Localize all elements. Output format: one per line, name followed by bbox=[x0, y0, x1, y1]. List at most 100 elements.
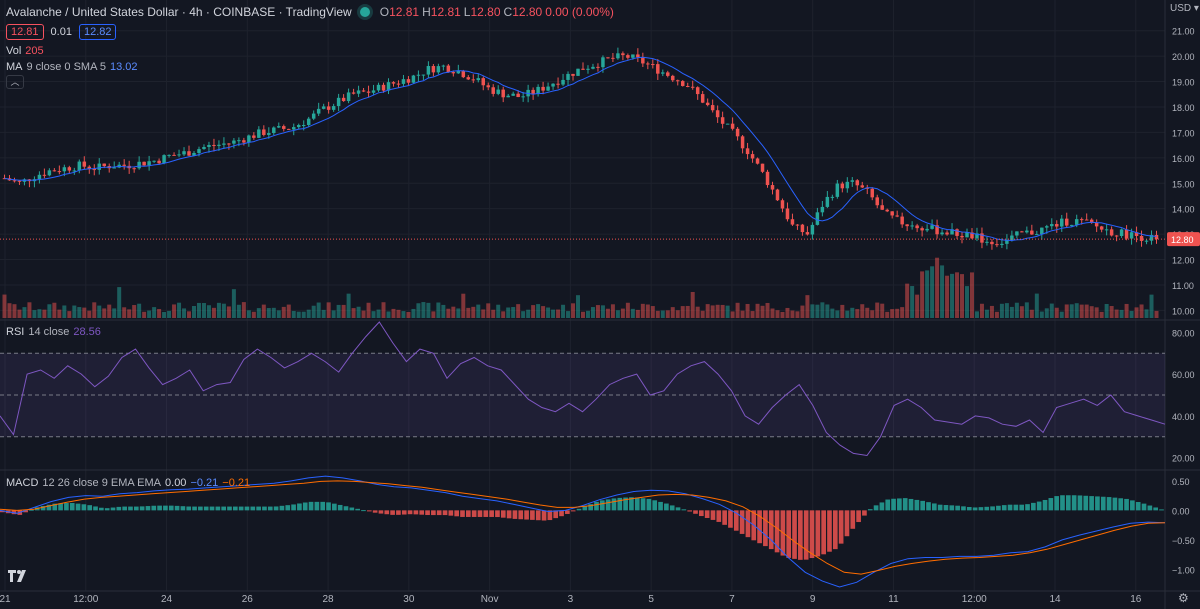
macd-hist-bar bbox=[629, 497, 634, 511]
time-tick-label: 26 bbox=[242, 594, 254, 605]
volume-bar bbox=[830, 308, 835, 318]
time-tick-label: 12:00 bbox=[73, 594, 98, 605]
volume-bar bbox=[266, 308, 271, 318]
price-tick-label: 11.00 bbox=[1172, 281, 1194, 291]
volume-bar bbox=[720, 304, 725, 318]
price-axis[interactable]: 21.00 20.00 19.00 18.00 17.00 16.00 15.00 14.00… bbox=[1172, 27, 1195, 576]
volume-legend[interactable]: Vol 205 bbox=[6, 45, 44, 57]
volume-bar bbox=[162, 311, 167, 318]
ohlc-value: 12.80 bbox=[470, 5, 501, 19]
macd-hist-bar bbox=[1112, 497, 1118, 511]
buy-price-button[interactable]: 12.82 bbox=[78, 24, 117, 40]
volume-bar bbox=[940, 265, 945, 318]
volume-bar bbox=[585, 310, 590, 318]
volume-bar bbox=[1054, 307, 1059, 318]
macd-hist-bar bbox=[291, 504, 296, 511]
volume-bar bbox=[246, 310, 251, 318]
candle-body bbox=[217, 144, 221, 146]
candle-body bbox=[995, 244, 999, 246]
candle-body bbox=[695, 87, 700, 95]
tradingview-logo-icon[interactable] bbox=[8, 568, 28, 584]
macd-hist-bar bbox=[902, 498, 908, 511]
candle-body bbox=[1094, 222, 1099, 227]
volume-bar bbox=[850, 307, 855, 318]
volume-bar bbox=[132, 305, 137, 318]
volume-bar bbox=[521, 311, 526, 318]
time-axis[interactable]: 21 12:00 24 26 28 30 Nov 3 5 7 9 11 12:00 14 16 bbox=[0, 594, 1142, 605]
volume-bar bbox=[875, 302, 880, 318]
macd-hist-bar bbox=[227, 506, 232, 511]
rsi-legend[interactable]: RSI 14 close 28.56 bbox=[6, 326, 101, 338]
volume-bar bbox=[815, 304, 820, 318]
macd-hist-bar bbox=[192, 506, 197, 511]
macd-hist-bar bbox=[530, 510, 535, 520]
candle-body bbox=[1060, 218, 1064, 227]
macd-hist-bar bbox=[419, 510, 425, 515]
volume-bar bbox=[411, 308, 416, 318]
candle-body bbox=[785, 208, 790, 220]
candle-body bbox=[282, 126, 286, 129]
macd-hist-bar bbox=[722, 510, 727, 525]
macd-hist-bar bbox=[605, 499, 611, 511]
volume-bar bbox=[336, 304, 341, 318]
candle-body bbox=[581, 68, 585, 70]
candle-body bbox=[207, 144, 211, 148]
volume-bar bbox=[127, 309, 132, 318]
macd-hist-bar bbox=[809, 510, 815, 559]
macd-hist-bar bbox=[576, 508, 582, 511]
macd-hist-bar bbox=[320, 501, 326, 511]
candle-body bbox=[710, 105, 715, 111]
candle-body bbox=[97, 163, 101, 170]
candle-body bbox=[626, 55, 630, 58]
volume-bar bbox=[82, 307, 87, 318]
macd-hist-bar bbox=[815, 510, 821, 557]
macd-hist-bar bbox=[704, 510, 710, 518]
macd-hist-bar bbox=[215, 506, 221, 511]
volume-bar bbox=[177, 302, 182, 318]
currency-selector[interactable]: USD ▾ bbox=[1170, 3, 1199, 14]
ma-legend[interactable]: MA 9 close 0 SMA 5 13.02 bbox=[6, 61, 138, 73]
candle-body bbox=[1074, 219, 1079, 225]
candle-body bbox=[755, 158, 760, 164]
macd-hist-bar bbox=[332, 503, 337, 511]
gear-icon[interactable]: ⚙ bbox=[1178, 591, 1189, 605]
macd-hist-bar bbox=[512, 510, 518, 519]
volume-bar bbox=[77, 307, 82, 318]
volume-bar bbox=[1139, 304, 1144, 318]
candle-body bbox=[77, 161, 82, 171]
collapse-legend-button[interactable]: ︿ bbox=[6, 75, 24, 89]
candle-body bbox=[37, 174, 42, 180]
volume-bar bbox=[695, 306, 700, 318]
volume-bar bbox=[381, 302, 386, 318]
macd-hist-bar bbox=[914, 499, 920, 511]
macd-legend[interactable]: MACD 12 26 close 9 EMA EMA 0.00 −0.21 −0… bbox=[6, 477, 250, 489]
macd-hist-bar bbox=[681, 509, 687, 511]
macd-hist-bar bbox=[413, 510, 419, 515]
macd-hist-bar bbox=[640, 498, 646, 511]
volume-bar bbox=[112, 308, 117, 318]
candle-body bbox=[287, 128, 291, 130]
macd-hist-bar bbox=[64, 503, 69, 511]
candle-body bbox=[296, 125, 301, 128]
candle-body bbox=[67, 167, 72, 171]
macd-hist-bar bbox=[1159, 509, 1164, 511]
sell-price-button[interactable]: 12.81 bbox=[6, 24, 44, 40]
volume-bar bbox=[2, 294, 7, 318]
macd-hist-bar bbox=[1118, 498, 1124, 511]
macd-hist-bar bbox=[163, 505, 168, 511]
macd-hist-bar bbox=[174, 505, 180, 511]
symbol-title[interactable]: Avalanche / United States Dollar · 4h · … bbox=[6, 5, 352, 19]
volume-bar bbox=[960, 274, 965, 318]
price-tick-label: 21.00 bbox=[1172, 27, 1195, 37]
macd-hist-bar bbox=[238, 506, 244, 511]
macd-hist-bar bbox=[81, 504, 87, 511]
volume-bar bbox=[635, 309, 640, 318]
volume-bar bbox=[1019, 306, 1024, 318]
candle-body bbox=[167, 154, 171, 156]
volume-bar bbox=[147, 310, 152, 318]
macd-hist-bar bbox=[862, 510, 867, 516]
volume-bar bbox=[256, 308, 261, 318]
